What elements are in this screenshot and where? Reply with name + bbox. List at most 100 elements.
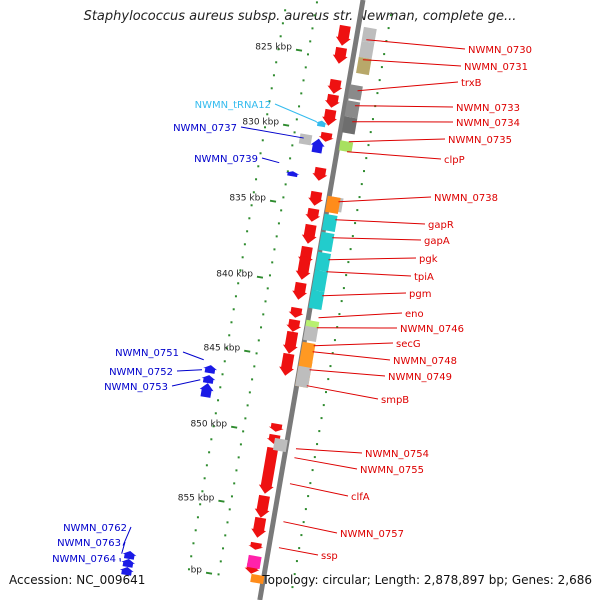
cds-reverse-arrow[interactable]: [310, 138, 325, 154]
gene-label-reverse[interactable]: NWMN_0764: [52, 554, 121, 565]
gene-label-reverse[interactable]: NWMN_0739: [194, 154, 280, 165]
cds-forward-arrow[interactable]: [318, 131, 334, 142]
cds-forward-arrow[interactable]: [258, 446, 279, 494]
cds-reverse-arrow[interactable]: [285, 171, 300, 178]
tick-dot: [241, 256, 244, 259]
cog-category-box[interactable]: [315, 251, 331, 272]
gene-label-forward[interactable]: NWMN_0754: [295, 448, 429, 460]
cds-forward-arrow[interactable]: [254, 494, 270, 518]
gene-label-forward[interactable]: pgm: [322, 289, 431, 300]
cog-category-box[interactable]: [321, 213, 338, 232]
cds-reverse-arrow[interactable]: [119, 566, 134, 576]
cds-reverse-arrow[interactable]: [121, 558, 136, 568]
cds-forward-arrow[interactable]: [324, 93, 340, 108]
cds-forward-arrow[interactable]: [251, 516, 267, 538]
gene-label-forward[interactable]: smpB: [306, 385, 409, 406]
gene-label-forward[interactable]: NWMN_0755: [294, 457, 424, 476]
cog-category-box[interactable]: [361, 26, 377, 44]
cds-forward-arrow[interactable]: [322, 108, 337, 126]
gene-label-forward[interactable]: tpiA: [326, 271, 434, 283]
cds-forward-arrow[interactable]: [305, 207, 321, 222]
tick-dot: [358, 196, 361, 199]
svg-text:NWMN_0731: NWMN_0731: [464, 62, 528, 73]
cds-reverse-arrow[interactable]: [199, 383, 214, 398]
gene-label-forward[interactable]: gapR: [335, 219, 454, 231]
gene-label-reverse[interactable]: NWMN_0752: [109, 367, 203, 378]
cog-category-box[interactable]: [325, 195, 341, 214]
cds-forward-arrow[interactable]: [327, 78, 343, 94]
cog-category-box[interactable]: [246, 554, 262, 570]
gene-label-forward[interactable]: NWMN_0757: [283, 521, 404, 540]
tick-dot: [295, 118, 298, 121]
gene-label-forward[interactable]: NWMN_0735: [348, 135, 512, 146]
gene-label-forward[interactable]: secG: [313, 339, 421, 350]
tick-dot: [309, 40, 312, 43]
cds-forward-arrow[interactable]: [292, 281, 308, 300]
trna-arrow[interactable]: [315, 120, 328, 128]
gene-label-forward[interactable]: eno: [318, 309, 424, 320]
gene-label-forward[interactable]: pgk: [328, 254, 438, 265]
cog-category-box[interactable]: [272, 437, 288, 453]
gene-label-reverse[interactable]: NWMN_0763: [57, 538, 126, 554]
cds-forward-arrow[interactable]: [288, 306, 304, 318]
gene-label-forward[interactable]: NWMN_0731: [362, 59, 528, 73]
cds-forward-arrow[interactable]: [308, 190, 324, 206]
gene-label-reverse[interactable]: NWMN_0737: [173, 123, 304, 139]
cds-forward-arrow[interactable]: [312, 166, 328, 181]
cog-category-box[interactable]: [318, 231, 335, 252]
cog-category-box[interactable]: [295, 365, 312, 388]
cds-forward-arrow[interactable]: [332, 46, 348, 64]
gene-label-forward[interactable]: NWMN_0734: [352, 118, 520, 129]
gene-label-forward[interactable]: gapA: [332, 236, 450, 247]
tick-dot: [300, 534, 303, 537]
cog-category-box[interactable]: [298, 133, 313, 146]
tick-dot: [217, 399, 220, 402]
gene-label-forward[interactable]: NWMN_0733: [354, 103, 520, 114]
trna-label[interactable]: NWMN_tRNA12: [195, 100, 317, 123]
cog-category-box[interactable]: [347, 84, 363, 101]
cog-category-box[interactable]: [303, 325, 319, 342]
tick-dot: [367, 144, 370, 147]
tick-dot: [217, 573, 220, 576]
cds-reverse-arrow[interactable]: [203, 365, 218, 374]
cog-category-box[interactable]: [250, 573, 265, 585]
tick-dot: [243, 243, 246, 246]
cds-reverse-arrow[interactable]: [201, 375, 216, 384]
gene-label-forward[interactable]: ssp: [278, 547, 338, 562]
tick-dot: [311, 469, 314, 472]
svg-text:NWMN_0733: NWMN_0733: [456, 103, 520, 114]
cds-forward-arrow[interactable]: [286, 318, 302, 332]
gene-label-forward[interactable]: NWMN_0730: [366, 39, 532, 56]
cog-category-box[interactable]: [341, 116, 358, 135]
cds-forward-arrow[interactable]: [301, 223, 317, 244]
gene-label-forward[interactable]: NWMN_0746: [316, 324, 464, 335]
cds-reverse-arrow[interactable]: [122, 550, 137, 560]
cog-category-box[interactable]: [356, 56, 372, 76]
tick-dot: [232, 308, 235, 311]
gene-label-forward[interactable]: NWMN_0748: [312, 351, 457, 367]
gene-label-reverse[interactable]: NWMN_0751: [115, 348, 204, 361]
tick-dot: [248, 217, 251, 220]
cog-category-box[interactable]: [311, 269, 328, 292]
tick-dot: [281, 22, 284, 25]
gene-label-forward[interactable]: NWMN_0749: [309, 369, 452, 383]
tick-dot: [291, 144, 294, 147]
cog-category-box[interactable]: [344, 100, 361, 119]
gene-label-forward[interactable]: clpP: [347, 151, 465, 166]
cog-category-box[interactable]: [338, 140, 354, 153]
cds-forward-arrow[interactable]: [279, 352, 295, 376]
gene-label-forward[interactable]: clfA: [289, 483, 370, 503]
tick-dot: [315, 1, 318, 4]
cds-forward-arrow[interactable]: [248, 541, 264, 550]
cds-forward-arrow[interactable]: [268, 422, 284, 432]
gene-label-forward[interactable]: NWMN_0738: [338, 193, 498, 204]
scale-tick: [269, 199, 277, 203]
gene-label-forward[interactable]: trxB: [357, 78, 482, 92]
cds-forward-arrow[interactable]: [282, 330, 299, 354]
cds-forward-arrow[interactable]: [295, 255, 312, 280]
gene-label-reverse[interactable]: NWMN_0753: [104, 379, 201, 393]
cds-forward-arrow[interactable]: [335, 24, 351, 46]
cog-category-box[interactable]: [358, 40, 375, 60]
cog-category-box[interactable]: [308, 289, 325, 310]
